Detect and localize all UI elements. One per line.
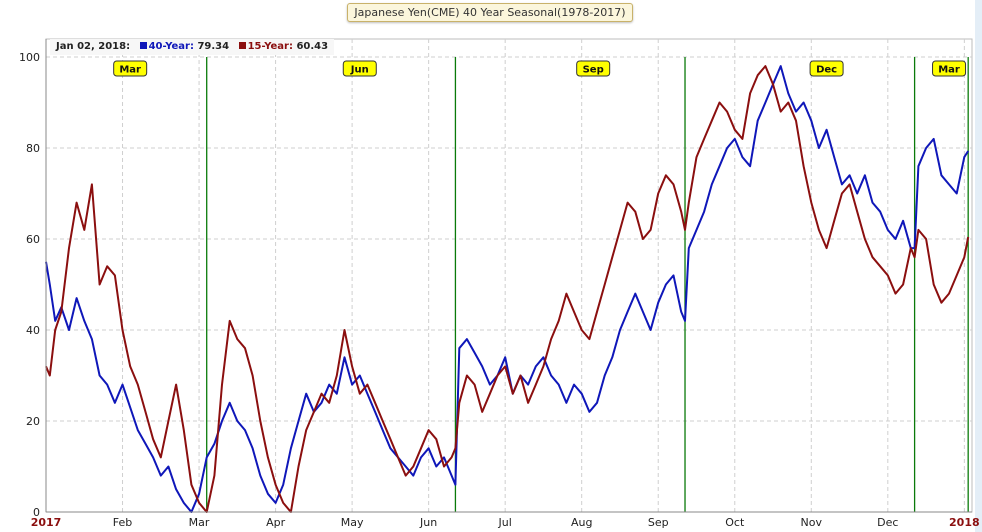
season-marker-mar: Mar — [932, 60, 967, 77]
season-marker-label: Mar — [119, 65, 141, 76]
y-tick-label: 0 — [33, 506, 40, 519]
x-tick-label: Oct — [725, 516, 745, 529]
season-marker-box — [932, 60, 967, 77]
legend-swatch-40-year — [139, 42, 147, 49]
season-marker-jun: Jun — [342, 60, 377, 77]
legend-label-40-year: 40-Year: — [148, 41, 194, 52]
season-marker-box — [113, 60, 148, 77]
y-tick-label: 80 — [26, 142, 40, 155]
legend-swatch-15-year — [238, 42, 246, 49]
season-markers: Mar Jun Sep Dec Mar — [113, 60, 967, 77]
chart-legend: Jan 02, 2018: 40-Year: 79.34 15-Year: 60… — [50, 39, 335, 55]
x-tick-label: Sep — [648, 516, 669, 529]
x-tick-label: 2017 — [31, 516, 62, 529]
season-marker-label: Dec — [816, 65, 837, 76]
grid — [45, 38, 973, 513]
x-tick-label: Nov — [801, 516, 823, 529]
legend-value-15-year: 60.43 — [296, 41, 329, 52]
legend-label-15-year: 15-Year: — [247, 41, 293, 52]
x-tick-label: Apr — [266, 516, 286, 529]
series-line-40-year — [45, 65, 970, 513]
y-tick-label: 100 — [19, 51, 40, 64]
x-tick-label: Dec — [877, 516, 898, 529]
season-marker-box — [576, 60, 611, 77]
season-marker-label: Sep — [583, 65, 604, 76]
chart-title: Japanese Yen(CME) 40 Year Seasonal(1978-… — [347, 3, 633, 22]
series-lines — [45, 65, 970, 513]
x-tick-label: Mar — [189, 516, 210, 529]
season-marker-dec: Dec — [809, 60, 844, 77]
x-tick-label: May — [341, 516, 364, 529]
season-marker-box — [809, 60, 844, 77]
x-tick-label: Aug — [571, 516, 592, 529]
x-tick-label: Jul — [498, 516, 512, 529]
axes: 0 20 40 60 80 100 2017 Feb Mar Apr May Jun Jul Aug Sep… — [19, 39, 980, 529]
season-marker-label: Mar — [938, 65, 960, 76]
season-marker-mar: Mar — [113, 60, 148, 77]
season-marker-label: Jun — [350, 65, 369, 76]
season-divider-lines — [206, 57, 969, 512]
legend-value-40-year: 79.34 — [197, 41, 230, 52]
series-line-15-year — [45, 65, 970, 513]
y-tick-label: 60 — [26, 233, 40, 246]
x-tick-label: Feb — [113, 516, 132, 529]
season-marker-box — [342, 60, 377, 77]
y-tick-label: 20 — [26, 415, 40, 428]
legend-date: Jan 02, 2018: — [56, 41, 131, 52]
x-tick-label: 2018 — [949, 516, 980, 529]
window-right-edge — [975, 0, 982, 532]
x-tick-label: Jun — [419, 516, 437, 529]
season-marker-sep: Sep — [576, 60, 611, 77]
y-tick-label: 40 — [26, 324, 40, 337]
